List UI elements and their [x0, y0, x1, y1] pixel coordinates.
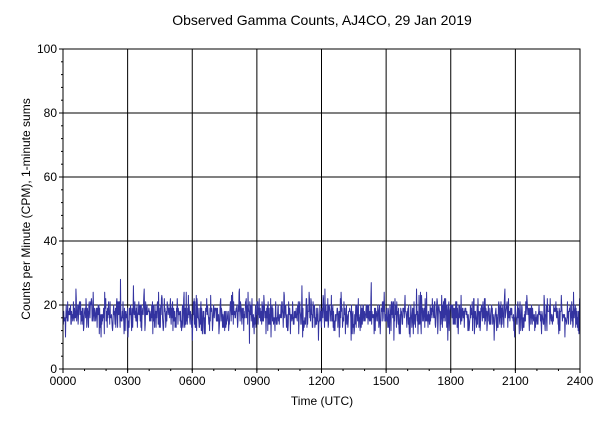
x-tick-label: 0900	[244, 374, 271, 388]
plot-area	[59, 48, 581, 373]
x-tick-label: 1800	[437, 374, 464, 388]
series-line-0	[62, 278, 581, 344]
series-group	[62, 278, 581, 344]
y-tick-label: 40	[44, 234, 58, 248]
x-tick-label: 0000	[50, 374, 77, 388]
x-tick-labels: 0000 0300 0600 0900 1200 1500 1800 2100 2400	[50, 374, 594, 388]
x-tick-label: 1200	[308, 374, 335, 388]
x-tick-label: 0600	[179, 374, 206, 388]
x-axis-label: Time (UTC)	[291, 394, 353, 408]
x-tick-label: 2100	[502, 374, 529, 388]
y-tick-label: 80	[44, 106, 58, 120]
y-tick-label: 100	[37, 42, 57, 56]
plot-frame	[62, 48, 581, 370]
x-tick-label: 0300	[114, 374, 141, 388]
y-tick-labels: 0 20 40 60 80 100	[37, 42, 57, 376]
chart-title: Observed Gamma Counts, AJ4CO, 29 Jan 201…	[172, 12, 472, 28]
x-tick-label: 2400	[567, 374, 594, 388]
y-tick-label: 60	[44, 170, 58, 184]
y-tick-label: 20	[44, 298, 58, 312]
y-tick-label: 0	[50, 362, 57, 376]
y-axis-label: Counts per Minute (CPM), 1-minute sums	[19, 98, 33, 319]
x-tick-label: 1500	[373, 374, 400, 388]
